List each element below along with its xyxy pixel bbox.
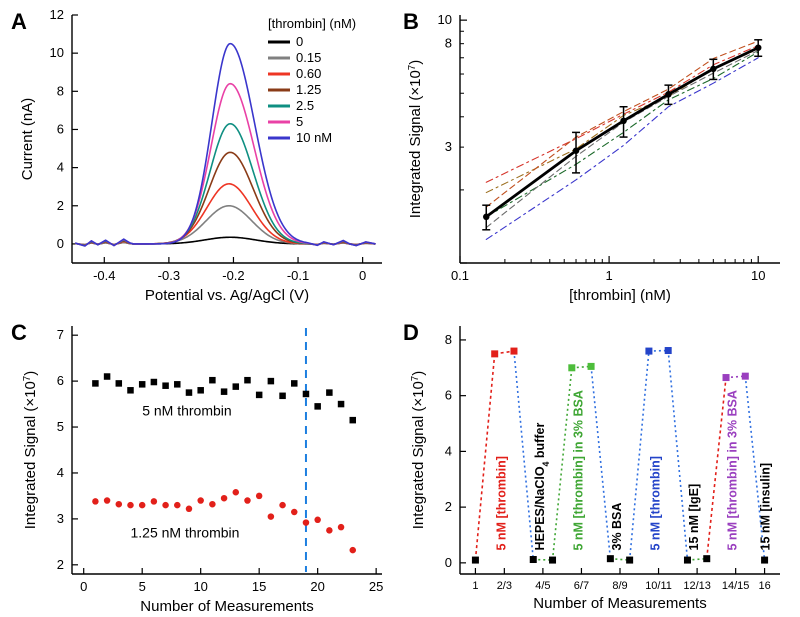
svg-text:Potential vs. Ag/AgCl (V): Potential vs. Ag/AgCl (V) — [145, 287, 309, 304]
svg-text:25: 25 — [369, 579, 383, 594]
panel-d: D 0 2 4 6 8 1 2/3 4/5 6/7 8/9 10/11 12/13 14/15 16 Numb… — [403, 320, 780, 612]
panel-c: C 0 5 10 15 20 25 2 3 4 5 6 7 Number of Measurements I… — [11, 320, 383, 612]
svg-text:15: 15 — [252, 579, 266, 594]
svg-text:0.15: 0.15 — [296, 50, 321, 65]
svg-text:5: 5 — [296, 114, 303, 129]
svg-text:15 nM [insulin]: 15 nM [insulin] — [758, 463, 772, 551]
svg-text:1.25 nM thrombin: 1.25 nM thrombin — [130, 524, 239, 540]
panel-a: A -0.4 -0.3 -0.2 -0.1 0 0 2 4 6 8 10 12 Potential vs.… — [11, 7, 382, 304]
svg-text:[thrombin] (nM): [thrombin] (nM) — [569, 287, 671, 304]
svg-text:5: 5 — [139, 579, 146, 594]
svg-text:10/11: 10/11 — [645, 580, 672, 592]
svg-text:Current (nA): Current (nA) — [19, 98, 36, 181]
svg-text:15 nM [IgE]: 15 nM [IgE] — [687, 484, 701, 551]
svg-text:8: 8 — [445, 332, 452, 347]
svg-text:3% BSA: 3% BSA — [610, 503, 624, 551]
svg-text:Integrated Signal (×107): Integrated Signal (×107) — [22, 371, 40, 529]
svg-text:4: 4 — [57, 160, 64, 175]
svg-text:-0.4: -0.4 — [93, 268, 115, 283]
svg-text:16: 16 — [758, 580, 770, 592]
svg-text:0.60: 0.60 — [296, 66, 321, 81]
svg-text:-0.2: -0.2 — [222, 268, 244, 283]
svg-text:A: A — [11, 9, 27, 34]
svg-text:8/9: 8/9 — [612, 580, 627, 592]
svg-text:-0.3: -0.3 — [158, 268, 180, 283]
svg-text:2: 2 — [57, 557, 64, 572]
svg-text:Number of Measurements: Number of Measurements — [140, 598, 313, 612]
svg-text:2/3: 2/3 — [497, 580, 512, 592]
svg-text:6: 6 — [57, 121, 64, 136]
svg-text:-0.1: -0.1 — [287, 268, 309, 283]
figure-stage: A-0.4-0.3-0.2-0.10024681012Potential vs.… — [0, 0, 800, 612]
svg-text:3: 3 — [57, 511, 64, 526]
svg-text:8: 8 — [57, 83, 64, 98]
svg-text:D: D — [403, 320, 419, 345]
svg-text:12: 12 — [50, 7, 64, 22]
svg-text:B: B — [403, 9, 419, 34]
svg-text:2.5: 2.5 — [296, 98, 314, 113]
svg-text:1.25: 1.25 — [296, 82, 321, 97]
svg-text:2: 2 — [57, 198, 64, 213]
svg-text:4: 4 — [57, 465, 64, 480]
svg-text:14/15: 14/15 — [722, 580, 750, 592]
svg-text:4/5: 4/5 — [535, 580, 550, 592]
svg-text:HEPES/NaClO4 buffer: HEPES/NaClO4 buffer — [533, 423, 551, 551]
svg-text:10: 10 — [50, 45, 64, 60]
svg-text:20: 20 — [310, 579, 324, 594]
svg-text:12/13: 12/13 — [683, 580, 711, 592]
svg-text:4: 4 — [445, 443, 452, 458]
svg-text:10 nM: 10 nM — [296, 130, 332, 145]
svg-text:Integrated Signal (×107): Integrated Signal (×107) — [407, 60, 425, 218]
svg-text:7: 7 — [57, 327, 64, 342]
svg-text:5 nM [thrombin]: 5 nM [thrombin] — [649, 456, 663, 550]
svg-text:10: 10 — [751, 268, 765, 283]
svg-text:Number of Measurements: Number of Measurements — [533, 595, 706, 612]
svg-text:5 nM thrombin: 5 nM thrombin — [142, 403, 231, 419]
svg-text:5 nM [thrombin]: 5 nM [thrombin] — [494, 456, 508, 550]
svg-text:10: 10 — [438, 12, 452, 27]
svg-text:C: C — [11, 320, 27, 345]
svg-text:6: 6 — [445, 388, 452, 403]
svg-text:0.1: 0.1 — [451, 268, 469, 283]
svg-text:0: 0 — [57, 236, 64, 251]
svg-text:8: 8 — [445, 36, 452, 51]
svg-text:0: 0 — [296, 34, 303, 49]
svg-text:1: 1 — [605, 268, 612, 283]
svg-text:[thrombin] (nM): [thrombin] (nM) — [268, 16, 356, 31]
svg-text:Integrated Signal (×107): Integrated Signal (×107) — [410, 371, 428, 529]
svg-text:0: 0 — [445, 555, 452, 570]
figure-svg: A-0.4-0.3-0.2-0.10024681012Potential vs.… — [0, 0, 800, 612]
svg-text:2: 2 — [445, 499, 452, 514]
svg-text:10: 10 — [193, 579, 207, 594]
svg-text:0: 0 — [359, 268, 366, 283]
panel-b: B 0.1 1 10 3 8 10 [thrombin] (nM) Integrated Sig… — [403, 9, 780, 304]
svg-text:5 nM [thrombin] in 3% BSA: 5 nM [thrombin] in 3% BSA — [726, 390, 740, 550]
svg-text:5: 5 — [57, 419, 64, 434]
svg-text:3: 3 — [445, 139, 452, 154]
svg-text:1: 1 — [472, 580, 478, 592]
svg-text:6: 6 — [57, 373, 64, 388]
svg-text:6/7: 6/7 — [574, 580, 589, 592]
svg-text:5 nM [thrombin] in 3% BSA: 5 nM [thrombin] in 3% BSA — [571, 390, 585, 550]
svg-text:0: 0 — [80, 579, 87, 594]
